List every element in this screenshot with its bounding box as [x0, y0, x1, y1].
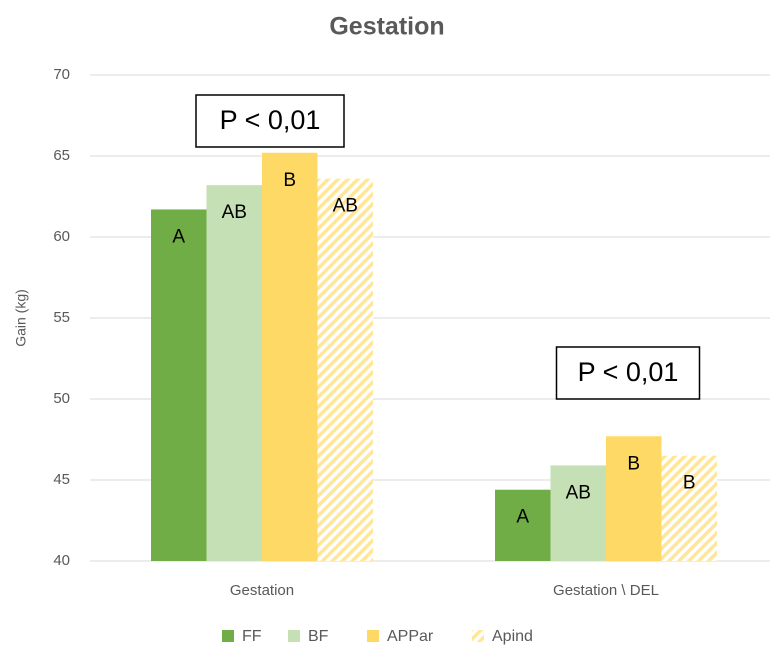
data-letter: AB	[566, 482, 591, 503]
legend-swatch	[472, 630, 484, 642]
bar	[151, 209, 207, 561]
y-tick-label: 50	[53, 390, 70, 407]
legend-label: APPar	[387, 628, 434, 645]
bar	[206, 185, 262, 561]
data-letter: A	[516, 507, 529, 528]
legend-label: FF	[242, 628, 262, 645]
legend-swatch	[288, 630, 300, 642]
chart-title: Gestation	[329, 13, 444, 41]
data-letter: AB	[222, 202, 247, 223]
y-axis-label: Gain (kg)	[13, 289, 29, 347]
bar	[317, 178, 373, 561]
y-tick-label: 45	[53, 471, 70, 488]
data-letter: B	[283, 170, 296, 191]
data-letter: B	[627, 453, 640, 474]
y-tick-label: 65	[53, 147, 70, 164]
x-tick-label: Gestation	[230, 582, 294, 599]
y-tick-label: 55	[53, 309, 70, 326]
legend-swatch	[367, 630, 379, 642]
legend-label: Apind	[492, 628, 533, 645]
x-tick-label: Gestation \ DEL	[553, 582, 659, 599]
bar	[550, 465, 606, 561]
data-letter: AB	[333, 196, 358, 217]
data-letter: A	[172, 226, 185, 247]
bar	[262, 152, 318, 561]
annotation: P < 0,01	[220, 105, 321, 135]
bar	[661, 455, 717, 561]
y-tick-label: 60	[53, 228, 70, 245]
y-tick-label: 40	[53, 552, 70, 569]
annotation-box	[195, 94, 345, 148]
legend-swatch	[222, 630, 234, 642]
data-letter: B	[683, 473, 696, 494]
bar	[495, 489, 551, 561]
annotation-box	[555, 346, 701, 400]
bar	[606, 436, 662, 561]
legend-label: BF	[308, 628, 329, 645]
y-tick-label: 70	[53, 66, 70, 83]
annotation: P < 0,01	[578, 357, 679, 387]
